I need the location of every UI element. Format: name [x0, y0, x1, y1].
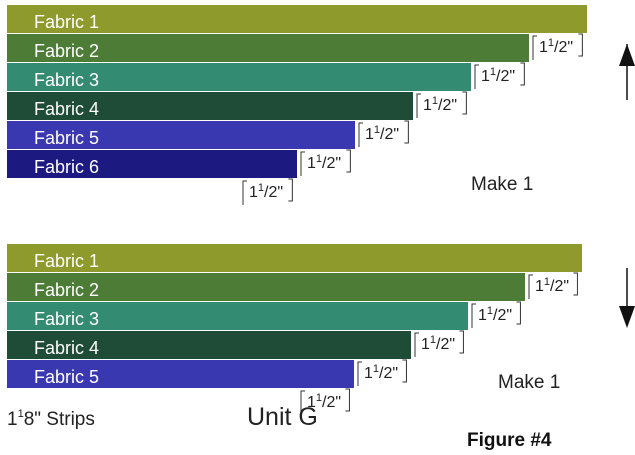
strip-size-label: 118" Strips — [7, 408, 95, 430]
top_group-strip-label-1: Fabric 1 — [34, 12, 99, 32]
bottom_group-measure-4: 11/2" — [364, 363, 398, 382]
top_group-strip-label-6: Fabric 6 — [34, 157, 99, 177]
bottom_group-bracket-2 — [516, 301, 521, 325]
bottom_group-tick-3 — [414, 332, 419, 357]
top_group-strip-label-2: Fabric 2 — [34, 41, 99, 61]
top_group-tick-2 — [474, 64, 479, 89]
top_group-strip-2 — [7, 34, 529, 62]
unit-label: Unit G — [247, 403, 318, 431]
bottom_group-strip-label-2: Fabric 2 — [34, 280, 99, 300]
bottom_group-tick-1 — [528, 274, 533, 299]
top_group-tick-5 — [300, 151, 305, 176]
top_group-bracket-4 — [404, 120, 409, 144]
bottom_group-measure-1: 11/2" — [535, 276, 569, 295]
top_group-tick-6 — [242, 180, 247, 205]
bottom_group-strip-label-1: Fabric 1 — [34, 251, 99, 271]
top_group-strip-4 — [7, 92, 413, 120]
top-make-label: Make 1 — [471, 174, 533, 195]
bottom_group-bracket-5 — [345, 388, 350, 412]
bottom_group-strip-label-5: Fabric 5 — [34, 367, 99, 387]
bottom_group-strip-4 — [7, 331, 411, 359]
bottom_group-tick-4 — [357, 361, 362, 386]
strip-size-num: 1 — [18, 408, 24, 420]
bottom_group-measure-2: 11/2" — [478, 305, 512, 324]
top_group-strip-5 — [7, 121, 355, 149]
bottom_group-strip-1 — [7, 244, 582, 272]
down-arrow-icon — [619, 268, 635, 328]
up-arrow-icon — [619, 44, 635, 100]
top_group-strip-label-3: Fabric 3 — [34, 70, 99, 90]
bottom_group-tick-2 — [471, 303, 476, 328]
top_group-measure-5: 11/2" — [307, 153, 341, 172]
bottom_group-bracket-3 — [459, 330, 464, 354]
bottom_group-strip-3 — [7, 302, 468, 330]
figure-label: Figure #4 — [467, 430, 552, 451]
strip-size-den: 8" — [24, 409, 41, 430]
top-strip-set: Fabric 1 Fabric 2 Fabric 3 Fabric 4 Fabric 5… — [7, 5, 587, 178]
strip-size-rest: Strips — [41, 409, 95, 430]
bottom_group-tick-5 — [300, 390, 305, 415]
top_group-bracket-3 — [462, 91, 467, 115]
top_group-strip-1 — [7, 5, 587, 33]
top_group-strip-label-5: Fabric 5 — [34, 128, 99, 148]
top_group-measure-2: 11/2" — [481, 66, 515, 85]
bottom-strip-set: Fabric 1 Fabric 2 Fabric 3 Fabric 4 Fabric 5 — [7, 244, 582, 388]
bottom_group-measure-5: 11/2" — [307, 392, 341, 411]
bottom_group-strip-label-3: Fabric 3 — [34, 309, 99, 329]
top_group-measure-6: 11/2" — [249, 182, 283, 201]
top_group-strip-3 — [7, 63, 471, 91]
top_group-tick-4 — [358, 122, 363, 147]
top_group-strip-6 — [7, 150, 297, 178]
top_group-strip-label-4: Fabric 4 — [34, 99, 99, 119]
bottom_group-strip-5 — [7, 360, 354, 388]
bottom_group-bracket-1 — [573, 272, 578, 296]
bottom-make-label: Make 1 — [498, 372, 560, 393]
top_group-bracket-2 — [520, 62, 525, 86]
top_group-measure-1: 11/2" — [539, 37, 573, 56]
top_group-measure-4: 11/2" — [365, 124, 399, 143]
top_group-tick-3 — [416, 93, 421, 118]
top_group-bracket-6 — [288, 178, 293, 202]
top-measurements: 11/2" 11/2" 11/2" 11/2" 11/2" 11/2" — [242, 33, 583, 205]
top_group-bracket-5 — [346, 149, 351, 173]
bottom_group-strip-label-4: Fabric 4 — [34, 338, 99, 358]
bottom_group-measure-3: 11/2" — [421, 334, 455, 353]
strip-size-whole: 1 — [7, 409, 18, 430]
bottom-measurements: 11/2" 11/2" 11/2" 11/2" 11/2" — [300, 272, 578, 415]
top_group-bracket-1 — [578, 33, 583, 57]
top_group-measure-3: 11/2" — [423, 95, 457, 114]
bottom_group-strip-2 — [7, 273, 525, 301]
top_group-tick-1 — [532, 35, 537, 60]
bottom_group-bracket-4 — [402, 359, 407, 383]
